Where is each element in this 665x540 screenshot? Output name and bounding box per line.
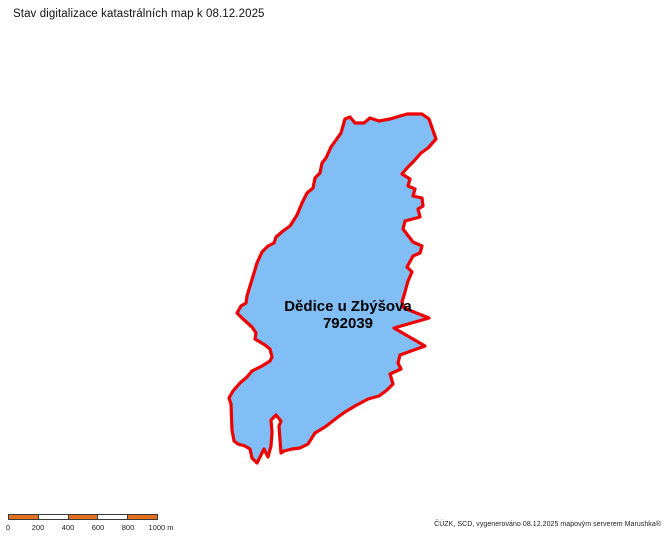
page-title: Stav digitalizace katastrálních map k 08… <box>13 8 265 20</box>
scale-segment <box>97 515 128 519</box>
credit-text: ČÚZK, SCD, vygenerováno 08.12.2025 mapov… <box>434 521 661 528</box>
scale-bar: 0 200 400 600 800 1000 m <box>5 514 178 536</box>
scale-tick-label: 800 <box>121 523 135 532</box>
scale-tick-label: 400 <box>61 523 75 532</box>
scale-segment <box>9 515 38 519</box>
scale-tick-label: 1000 m <box>148 523 174 532</box>
scale-segment <box>127 515 157 519</box>
territory-code: 792039 <box>322 314 374 332</box>
scale-bar-segments <box>8 514 158 520</box>
cadastral-territory-polygon[interactable] <box>227 112 438 465</box>
scale-tick-label: 600 <box>91 523 105 532</box>
scale-tick-label: 0 <box>5 523 11 532</box>
scale-segment <box>67 515 98 519</box>
scale-segment <box>37 515 68 519</box>
territory-label: Dědice u Zbýšova 792039 <box>284 298 412 332</box>
scale-tick-label: 200 <box>31 523 45 532</box>
scale-bar-ticks: 0 200 400 600 800 1000 m <box>5 523 178 533</box>
territory-name: Dědice u Zbýšova <box>284 298 412 315</box>
